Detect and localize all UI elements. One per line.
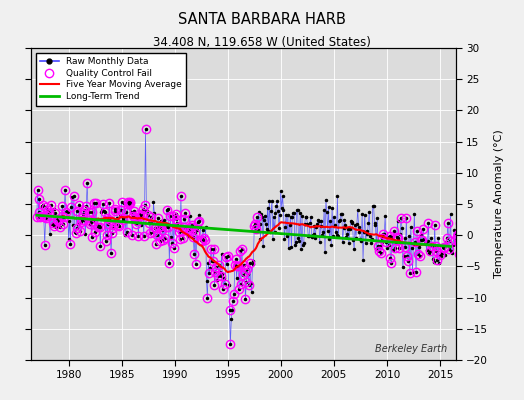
Legend: Raw Monthly Data, Quality Control Fail, Five Year Moving Average, Long-Term Tren: Raw Monthly Data, Quality Control Fail, …: [36, 52, 186, 106]
Text: 34.408 N, 119.658 W (United States): 34.408 N, 119.658 W (United States): [153, 36, 371, 49]
Y-axis label: Temperature Anomaly (°C): Temperature Anomaly (°C): [494, 130, 504, 278]
Text: SANTA BARBARA HARB: SANTA BARBARA HARB: [178, 12, 346, 27]
Text: Berkeley Earth: Berkeley Earth: [375, 344, 447, 354]
